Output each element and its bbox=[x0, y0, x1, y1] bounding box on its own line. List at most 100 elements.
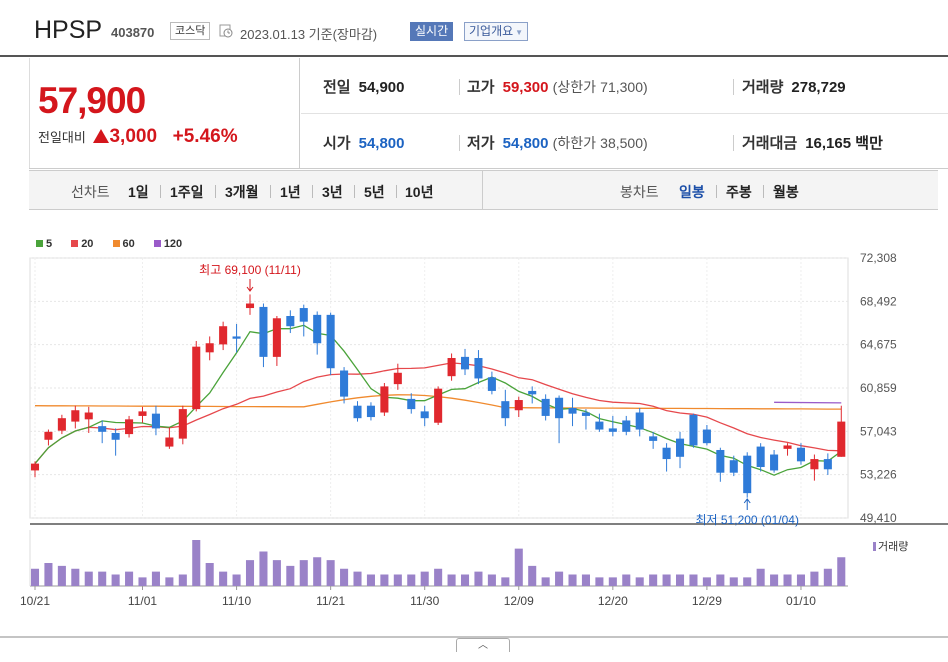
volume-bar bbox=[514, 548, 523, 586]
candle-body bbox=[756, 446, 765, 468]
quote-panel: 57,900 전일대비 3,000 +5.46% 전일 54,900 고가 59,3… bbox=[29, 58, 948, 169]
volume-bar bbox=[528, 565, 537, 586]
realtime-button[interactable]: 실시간 bbox=[410, 22, 454, 41]
candle-body bbox=[165, 437, 174, 447]
volume-bar bbox=[783, 574, 792, 586]
candle-body bbox=[151, 413, 160, 429]
ma-legend: 5 20 60 120 bbox=[36, 238, 198, 250]
candle-chart-label: 봉차트 bbox=[620, 184, 659, 200]
base-date: 2023.01.13 기준(장마감) bbox=[240, 27, 378, 42]
volume-bar bbox=[702, 577, 711, 586]
volume-bar bbox=[810, 571, 819, 586]
stock-code: 403870 bbox=[111, 25, 155, 40]
volume-bar bbox=[138, 577, 147, 586]
volume-bar bbox=[729, 577, 738, 586]
candle-body bbox=[286, 315, 295, 327]
candle-body bbox=[743, 455, 752, 494]
volume-bar bbox=[689, 574, 698, 586]
volume-bar bbox=[313, 557, 322, 586]
change-percent: +5.46% bbox=[172, 126, 238, 147]
candle-body bbox=[823, 459, 832, 470]
volume-bar bbox=[487, 574, 496, 586]
candle-body bbox=[57, 418, 66, 431]
volume-bar bbox=[299, 560, 308, 586]
candle-body bbox=[111, 432, 120, 440]
candle-body bbox=[581, 412, 590, 416]
candle-body bbox=[783, 445, 792, 449]
day-low: 저가 54,800 (하한가 38,500) bbox=[467, 135, 648, 152]
candle-body bbox=[447, 358, 456, 377]
candle-body bbox=[837, 421, 846, 457]
change-value: 3,000 bbox=[109, 126, 158, 147]
company-overview-dropdown[interactable]: 기업개요 ▼ bbox=[464, 22, 529, 41]
volume-bar bbox=[662, 574, 671, 586]
volume-bar bbox=[71, 568, 80, 586]
volume-bar bbox=[716, 574, 725, 586]
candle-body bbox=[770, 454, 779, 471]
tab-3y[interactable]: 3년 bbox=[322, 184, 343, 200]
legend-ma5: 5 bbox=[36, 238, 60, 250]
current-price: 57,900 bbox=[38, 80, 146, 121]
low-arrow-icon bbox=[743, 498, 751, 510]
candle-body bbox=[340, 370, 349, 397]
volume-bar bbox=[608, 577, 617, 586]
volume-bar bbox=[98, 571, 107, 586]
candle-body bbox=[407, 398, 416, 410]
period-tabs: 선차트 1일 1주일 3개월 1년 3년 5년 10년 봉차트 일봉 주봉 월봉 bbox=[29, 170, 938, 210]
volume-bar bbox=[649, 574, 658, 586]
high-arrow-icon bbox=[246, 279, 254, 292]
collapse-handle[interactable]: ︿ bbox=[456, 638, 510, 652]
volume-label: 거래량 bbox=[878, 540, 908, 553]
volume-bar bbox=[434, 568, 443, 586]
candle-body bbox=[299, 308, 308, 322]
candle-body bbox=[568, 407, 577, 414]
tab-1d[interactable]: 1일 bbox=[128, 184, 149, 200]
candle-body bbox=[366, 405, 375, 418]
change-row: 전일대비 3,000 +5.46% bbox=[38, 126, 238, 148]
y-tick-label: 57,043 bbox=[860, 424, 897, 438]
candle-body bbox=[178, 409, 187, 439]
candle-body bbox=[219, 326, 228, 345]
volume-bar bbox=[407, 574, 416, 586]
volume-bar bbox=[447, 574, 456, 586]
volume-bar bbox=[635, 577, 644, 586]
candle-body bbox=[380, 386, 389, 413]
x-tick-label: 11/01 bbox=[128, 594, 157, 608]
volume-bar bbox=[178, 574, 187, 586]
candle-body bbox=[434, 388, 443, 423]
tab-weekly[interactable]: 주봉 bbox=[726, 184, 752, 200]
y-tick-label: 72,308 bbox=[860, 251, 897, 265]
volume-bar bbox=[743, 577, 752, 586]
volume-bar bbox=[581, 574, 590, 586]
volume-bar bbox=[353, 571, 362, 586]
x-tick-label: 12/20 bbox=[598, 594, 628, 608]
candle-body bbox=[138, 411, 147, 416]
y-tick-label: 64,675 bbox=[860, 338, 897, 352]
x-tick-label: 11/30 bbox=[410, 594, 439, 608]
tab-monthly[interactable]: 월봉 bbox=[773, 184, 799, 200]
candle-body bbox=[796, 447, 805, 462]
legend-ma20: 20 bbox=[71, 238, 101, 250]
volume-bar bbox=[57, 565, 66, 586]
tab-1y[interactable]: 1년 bbox=[280, 184, 301, 200]
candle-body bbox=[675, 438, 685, 457]
tab-3m[interactable]: 3개월 bbox=[225, 184, 259, 200]
volume-bar bbox=[541, 577, 550, 586]
tab-1w[interactable]: 1주일 bbox=[170, 184, 204, 200]
candle-body bbox=[528, 390, 537, 395]
candle-body bbox=[501, 401, 510, 419]
volume-bar bbox=[393, 574, 402, 586]
tab-5y[interactable]: 5년 bbox=[364, 184, 385, 200]
y-tick-label: 49,410 bbox=[860, 511, 897, 525]
candle-body bbox=[608, 428, 617, 432]
tab-10y[interactable]: 10년 bbox=[405, 184, 434, 200]
candle-body bbox=[192, 346, 201, 410]
tab-daily[interactable]: 일봉 bbox=[679, 184, 705, 200]
y-tick-label: 53,226 bbox=[860, 468, 897, 482]
market-badge: 코스닥 bbox=[170, 22, 211, 40]
candle-body bbox=[44, 431, 53, 440]
high-annotation: 최고 69,100 (11/11) bbox=[199, 263, 301, 277]
volume-bar bbox=[622, 574, 631, 586]
volume-bar bbox=[192, 540, 201, 586]
